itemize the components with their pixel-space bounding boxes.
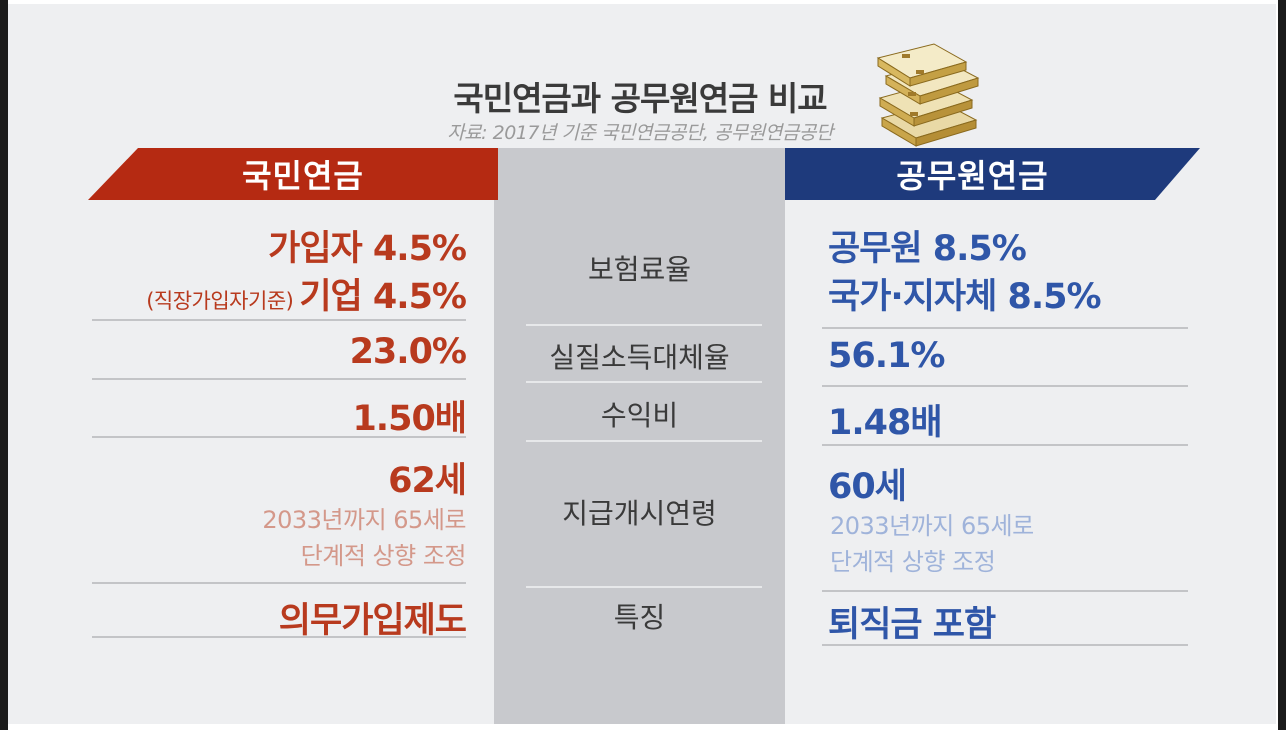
criteria-benefit-ratio: 수익비	[600, 399, 679, 432]
header-civil-servant-pension: 공무원연금	[785, 148, 1200, 200]
national-feature: 의무가입제도	[278, 601, 467, 641]
national-replacement-rate: 23.0%	[349, 332, 467, 372]
civil-age-note-line1: 2033년까지 65세로	[830, 512, 1034, 540]
divider-right	[822, 644, 1188, 646]
criteria-contribution-rate: 보험료율	[587, 253, 692, 286]
criteria-replacement-rate: 실질소득대체율	[549, 341, 730, 374]
divider-left	[92, 378, 466, 380]
divider-right	[822, 590, 1188, 592]
divider-center	[526, 586, 762, 588]
national-age-note-line2: 단계적 상향 조정	[300, 542, 467, 570]
right-frame-border	[1278, 0, 1286, 730]
divider-left	[92, 319, 466, 321]
criteria-column-background	[494, 148, 785, 724]
divider-center	[526, 381, 762, 383]
divider-left	[92, 436, 466, 438]
criteria-feature: 특징	[613, 601, 666, 634]
criteria-pension-start-age: 지급개시연령	[562, 497, 717, 530]
civil-benefit-ratio: 1.48배	[828, 403, 943, 443]
national-contribution-member: 가입자 4.5%	[268, 229, 467, 269]
divider-left	[92, 582, 466, 584]
divider-right	[822, 444, 1188, 446]
divider-center	[526, 440, 762, 442]
header-national-pension: 국민연금	[88, 148, 498, 200]
civil-contribution-government: 국가·지자체 8.5%	[828, 277, 1102, 317]
civil-pension-start-age: 60세	[828, 467, 907, 507]
divider-right	[822, 327, 1188, 329]
civil-feature: 퇴직금 포함	[828, 605, 996, 645]
civil-age-note-line2: 단계적 상향 조정	[830, 548, 996, 576]
civil-contribution-member: 공무원 8.5%	[828, 229, 1027, 269]
source-caption: 자료: 2017년 기준 국민연금공단, 공무원연금공단	[447, 122, 833, 144]
workplace-member-note: (직장가입자기준)	[146, 289, 294, 313]
left-frame-border	[0, 0, 8, 730]
national-contribution-employer-row: (직장가입자기준) 기업 4.5%	[146, 268, 467, 319]
divider-center	[526, 324, 762, 326]
divider-left	[92, 636, 466, 638]
page-title: 국민연금과 공무원연금 비교	[453, 79, 827, 118]
national-age-note-line1: 2033년까지 65세로	[262, 506, 466, 534]
national-benefit-ratio: 1.50배	[352, 399, 467, 439]
national-pension-start-age: 62세	[388, 461, 467, 501]
money-bundle-icon	[876, 43, 980, 147]
national-contribution-employer: 기업 4.5%	[299, 277, 467, 317]
divider-right	[822, 385, 1188, 387]
civil-replacement-rate: 56.1%	[828, 336, 945, 376]
